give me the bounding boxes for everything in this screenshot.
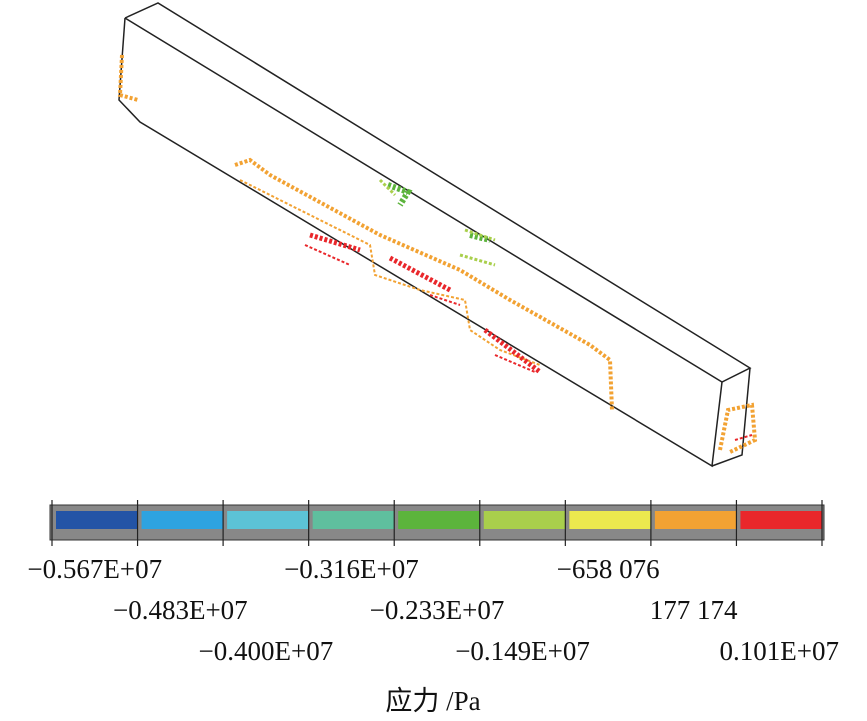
green-zone [387, 182, 491, 243]
beam-front-face [118, 17, 723, 468]
legend-label: 177 174 [650, 595, 738, 625]
orange-zone [718, 402, 758, 454]
color-band [654, 511, 737, 529]
color-band [141, 511, 224, 529]
red-zone [304, 244, 753, 441]
green-zone [378, 178, 496, 267]
orange-zone [117, 54, 139, 102]
legend-label: −0.483E+07 [113, 595, 248, 625]
color-band [398, 511, 480, 529]
legend-title: 应力 /Pa [385, 686, 480, 716]
color-band [227, 511, 309, 529]
beam-model [118, 2, 752, 468]
color-band [569, 511, 651, 529]
legend-label: −0.567E+07 [27, 554, 162, 584]
color-band [483, 511, 566, 529]
legend-label: −0.149E+07 [455, 636, 590, 666]
color-band [312, 511, 395, 529]
stress-markers [117, 54, 758, 454]
legend-label: −658 076 [557, 554, 660, 584]
color-band [740, 511, 822, 529]
color-legend [49, 500, 825, 546]
orange-zone [234, 157, 614, 411]
red-zone [309, 232, 542, 374]
legend-label: −0.400E+07 [199, 636, 334, 666]
legend-label: −0.233E+07 [370, 595, 505, 625]
color-band [56, 511, 138, 529]
legend-label: −0.316E+07 [284, 554, 419, 584]
beam-end-face [711, 367, 751, 467]
legend-label: 0.101E+07 [719, 636, 838, 666]
beam-top-face [124, 2, 752, 383]
